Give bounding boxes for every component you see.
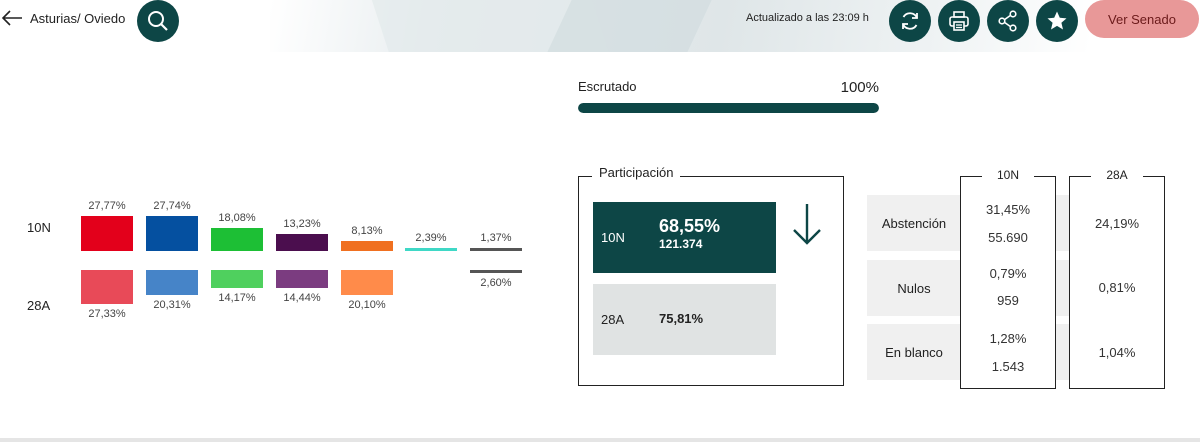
- bar-28a-0: [81, 270, 133, 305]
- print-icon: [949, 11, 969, 31]
- pct-label-28a-0: 27,33%: [88, 308, 126, 321]
- row-label: Abstención: [881, 215, 947, 231]
- participation-title: Participación: [592, 165, 681, 180]
- print-button[interactable]: [938, 0, 980, 42]
- bar-10n-6: [470, 248, 522, 251]
- column-previous: [1069, 176, 1165, 389]
- bar-28a-2: [211, 270, 263, 288]
- column-current: [960, 176, 1056, 389]
- pct-label-28a-4: 20,10%: [348, 299, 386, 312]
- progress-fill: [578, 103, 879, 113]
- pct-label-10n-4: 8,13%: [351, 224, 383, 237]
- bar-10n-0: [81, 216, 133, 251]
- abstention-pct-current: 31,45%: [985, 202, 1031, 217]
- null-pct-current: 0,79%: [989, 266, 1027, 281]
- participation-current-label: 10N: [601, 230, 625, 245]
- back-link-label: Asturias/ Oviedo: [30, 10, 126, 26]
- null-pct-previous: 0,81%: [1098, 280, 1136, 295]
- top-bar: Asturias/ Oviedo Actualizado a las 23:09…: [0, 0, 1200, 52]
- pct-label-10n-2: 18,08%: [218, 212, 256, 225]
- back-link[interactable]: Asturias/ Oviedo: [0, 8, 125, 28]
- participation-previous-pct: 75,81%: [659, 311, 704, 326]
- bar-10n-5: [405, 248, 457, 251]
- pct-label-28a-3: 14,44%: [283, 292, 321, 305]
- refresh-button[interactable]: [889, 0, 931, 42]
- blank-pct-current: 1,28%: [989, 331, 1027, 346]
- bar-28a-3: [276, 270, 328, 289]
- scrutiny-label: Escrutado: [578, 79, 637, 94]
- bottom-divider: [0, 438, 1200, 442]
- pct-label-28a-2: 14,17%: [218, 291, 256, 304]
- share-button[interactable]: [987, 0, 1029, 42]
- refresh-icon: [902, 12, 918, 30]
- participation-previous-label: 28A: [601, 312, 625, 327]
- abstention-pct-previous: 24,19%: [1094, 216, 1140, 231]
- blank-count-current: 1.543: [991, 359, 1025, 374]
- bar-10n-2: [211, 228, 263, 251]
- participation-current: 10N 68,55% 121.374: [593, 202, 776, 273]
- election-label-current: 10N: [27, 220, 51, 235]
- participation-current-votes: 121.374: [659, 237, 703, 251]
- bar-28a-4: [341, 270, 393, 296]
- pct-label-28a-6: 2,60%: [480, 277, 512, 290]
- pct-label-10n-6: 1,37%: [480, 232, 512, 244]
- share-icon: [998, 10, 1017, 32]
- bar-10n-4: [341, 240, 393, 251]
- progress-track: [578, 103, 879, 113]
- abstention-count-current: 55.690: [988, 230, 1028, 245]
- favorite-button[interactable]: [1036, 0, 1078, 42]
- pct-label-10n-0: 27,77%: [88, 200, 126, 213]
- row-label: En blanco: [885, 344, 943, 360]
- scrutiny-progress: Escrutado 100%: [578, 79, 879, 113]
- bar-28a-6: [470, 270, 522, 274]
- election-label-previous: 28A: [27, 298, 51, 313]
- participation-previous: 28A 75,81%: [593, 284, 776, 355]
- blank-pct-previous: 1,04%: [1098, 345, 1136, 360]
- arrow-left-icon: [1, 10, 22, 26]
- scrutiny-value: 100%: [840, 79, 879, 96]
- arrow-down-icon: [793, 204, 821, 245]
- search-icon: [148, 11, 168, 31]
- search-button[interactable]: [137, 0, 179, 42]
- participation-current-pct: 68,55%: [659, 216, 721, 236]
- bar-10n-3: [276, 234, 328, 251]
- column-previous-title: 28A: [1106, 168, 1128, 182]
- star-icon: [1047, 11, 1067, 30]
- pct-label-10n-3: 13,23%: [283, 218, 321, 231]
- bar-28a-1: [146, 270, 198, 296]
- pct-label-10n-5: 2,39%: [415, 232, 447, 244]
- pct-label-10n-1: 27,74%: [153, 200, 191, 213]
- senado-button[interactable]: Ver Senado: [1085, 0, 1199, 38]
- null-count-current: 959: [997, 293, 1019, 308]
- updated-time: Actualizado a las 23:09 h: [746, 12, 869, 24]
- column-current-title: 10N: [996, 168, 1019, 182]
- participation-box: [578, 176, 844, 386]
- bar-10n-1: [146, 216, 198, 251]
- pct-label-28a-1: 20,31%: [153, 299, 191, 312]
- row-label: Nulos: [897, 280, 931, 296]
